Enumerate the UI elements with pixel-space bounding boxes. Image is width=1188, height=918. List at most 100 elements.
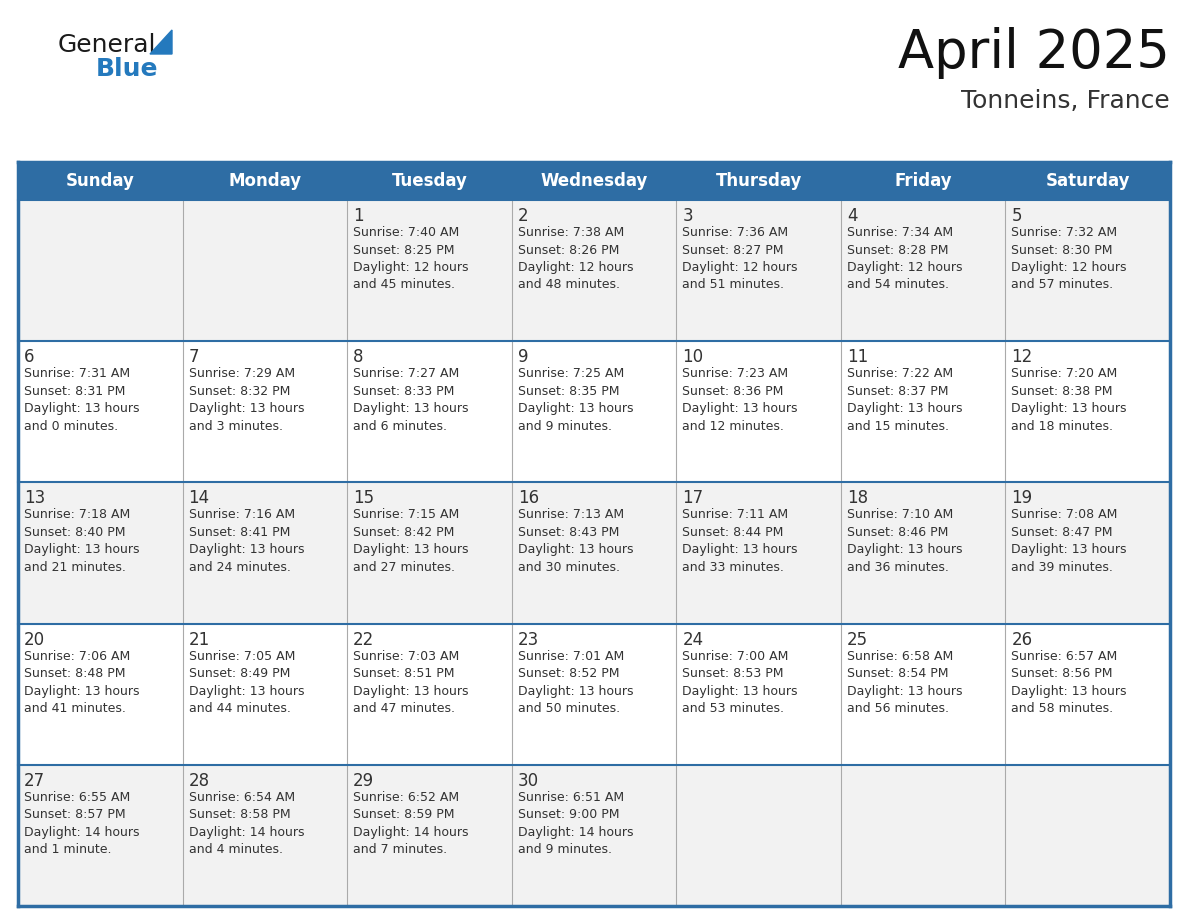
Text: Sunrise: 6:57 AM
Sunset: 8:56 PM
Daylight: 13 hours
and 58 minutes.: Sunrise: 6:57 AM Sunset: 8:56 PM Dayligh… <box>1011 650 1127 715</box>
Text: Sunrise: 7:16 AM
Sunset: 8:41 PM
Daylight: 13 hours
and 24 minutes.: Sunrise: 7:16 AM Sunset: 8:41 PM Dayligh… <box>189 509 304 574</box>
Text: Saturday: Saturday <box>1045 172 1130 190</box>
Text: Sunrise: 7:40 AM
Sunset: 8:25 PM
Daylight: 12 hours
and 45 minutes.: Sunrise: 7:40 AM Sunset: 8:25 PM Dayligh… <box>353 226 468 292</box>
Text: Thursday: Thursday <box>715 172 802 190</box>
Text: 26: 26 <box>1011 631 1032 649</box>
Text: Sunrise: 7:31 AM
Sunset: 8:31 PM
Daylight: 13 hours
and 0 minutes.: Sunrise: 7:31 AM Sunset: 8:31 PM Dayligh… <box>24 367 139 432</box>
Text: 8: 8 <box>353 348 364 366</box>
Bar <box>1005 482 1170 623</box>
Text: Sunrise: 7:29 AM
Sunset: 8:32 PM
Daylight: 13 hours
and 3 minutes.: Sunrise: 7:29 AM Sunset: 8:32 PM Dayligh… <box>189 367 304 432</box>
Bar <box>18 765 183 906</box>
Text: 19: 19 <box>1011 489 1032 508</box>
Text: Sunrise: 6:58 AM
Sunset: 8:54 PM
Daylight: 13 hours
and 56 minutes.: Sunrise: 6:58 AM Sunset: 8:54 PM Dayligh… <box>847 650 962 715</box>
Bar <box>18 200 183 341</box>
Bar <box>512 200 676 341</box>
Bar <box>183 200 347 341</box>
Text: Sunrise: 7:25 AM
Sunset: 8:35 PM
Daylight: 13 hours
and 9 minutes.: Sunrise: 7:25 AM Sunset: 8:35 PM Dayligh… <box>518 367 633 432</box>
Text: Sunrise: 7:27 AM
Sunset: 8:33 PM
Daylight: 13 hours
and 6 minutes.: Sunrise: 7:27 AM Sunset: 8:33 PM Dayligh… <box>353 367 468 432</box>
Bar <box>347 162 512 200</box>
Text: 18: 18 <box>847 489 868 508</box>
Bar <box>841 765 1005 906</box>
Text: 12: 12 <box>1011 348 1032 366</box>
Text: 13: 13 <box>24 489 45 508</box>
Text: Sunrise: 7:00 AM
Sunset: 8:53 PM
Daylight: 13 hours
and 53 minutes.: Sunrise: 7:00 AM Sunset: 8:53 PM Dayligh… <box>682 650 798 715</box>
Text: 10: 10 <box>682 348 703 366</box>
Bar <box>1005 765 1170 906</box>
Bar <box>841 341 1005 482</box>
Bar <box>347 765 512 906</box>
Bar <box>676 765 841 906</box>
Bar <box>18 623 183 765</box>
Text: 23: 23 <box>518 631 539 649</box>
Bar <box>18 341 183 482</box>
Text: 4: 4 <box>847 207 858 225</box>
Text: General: General <box>58 33 157 57</box>
Text: Sunrise: 7:38 AM
Sunset: 8:26 PM
Daylight: 12 hours
and 48 minutes.: Sunrise: 7:38 AM Sunset: 8:26 PM Dayligh… <box>518 226 633 292</box>
Text: 20: 20 <box>24 631 45 649</box>
Text: Sunrise: 7:36 AM
Sunset: 8:27 PM
Daylight: 12 hours
and 51 minutes.: Sunrise: 7:36 AM Sunset: 8:27 PM Dayligh… <box>682 226 798 292</box>
Text: 1: 1 <box>353 207 364 225</box>
Bar <box>18 162 183 200</box>
Text: Sunrise: 7:06 AM
Sunset: 8:48 PM
Daylight: 13 hours
and 41 minutes.: Sunrise: 7:06 AM Sunset: 8:48 PM Dayligh… <box>24 650 139 715</box>
Text: 17: 17 <box>682 489 703 508</box>
Text: 7: 7 <box>189 348 200 366</box>
Text: Sunrise: 7:05 AM
Sunset: 8:49 PM
Daylight: 13 hours
and 44 minutes.: Sunrise: 7:05 AM Sunset: 8:49 PM Dayligh… <box>189 650 304 715</box>
Bar <box>1005 200 1170 341</box>
Text: 25: 25 <box>847 631 868 649</box>
Text: Wednesday: Wednesday <box>541 172 647 190</box>
Text: 22: 22 <box>353 631 374 649</box>
Text: Sunrise: 7:08 AM
Sunset: 8:47 PM
Daylight: 13 hours
and 39 minutes.: Sunrise: 7:08 AM Sunset: 8:47 PM Dayligh… <box>1011 509 1127 574</box>
Bar <box>183 341 347 482</box>
Text: Sunrise: 6:51 AM
Sunset: 9:00 PM
Daylight: 14 hours
and 9 minutes.: Sunrise: 6:51 AM Sunset: 9:00 PM Dayligh… <box>518 790 633 856</box>
Text: Sunrise: 6:55 AM
Sunset: 8:57 PM
Daylight: 14 hours
and 1 minute.: Sunrise: 6:55 AM Sunset: 8:57 PM Dayligh… <box>24 790 139 856</box>
Bar <box>18 482 183 623</box>
Text: 28: 28 <box>189 772 210 789</box>
Text: Sunrise: 6:52 AM
Sunset: 8:59 PM
Daylight: 14 hours
and 7 minutes.: Sunrise: 6:52 AM Sunset: 8:59 PM Dayligh… <box>353 790 468 856</box>
Bar <box>347 200 512 341</box>
Bar <box>512 162 676 200</box>
Text: Sunday: Sunday <box>65 172 134 190</box>
Bar <box>512 341 676 482</box>
Text: Sunrise: 6:54 AM
Sunset: 8:58 PM
Daylight: 14 hours
and 4 minutes.: Sunrise: 6:54 AM Sunset: 8:58 PM Dayligh… <box>189 790 304 856</box>
Bar <box>1005 623 1170 765</box>
Bar <box>676 623 841 765</box>
Text: Sunrise: 7:10 AM
Sunset: 8:46 PM
Daylight: 13 hours
and 36 minutes.: Sunrise: 7:10 AM Sunset: 8:46 PM Dayligh… <box>847 509 962 574</box>
Bar <box>1005 162 1170 200</box>
Text: Sunrise: 7:34 AM
Sunset: 8:28 PM
Daylight: 12 hours
and 54 minutes.: Sunrise: 7:34 AM Sunset: 8:28 PM Dayligh… <box>847 226 962 292</box>
Text: Sunrise: 7:01 AM
Sunset: 8:52 PM
Daylight: 13 hours
and 50 minutes.: Sunrise: 7:01 AM Sunset: 8:52 PM Dayligh… <box>518 650 633 715</box>
Text: Sunrise: 7:22 AM
Sunset: 8:37 PM
Daylight: 13 hours
and 15 minutes.: Sunrise: 7:22 AM Sunset: 8:37 PM Dayligh… <box>847 367 962 432</box>
Bar <box>841 482 1005 623</box>
Text: 16: 16 <box>518 489 539 508</box>
Text: 2: 2 <box>518 207 529 225</box>
Text: Sunrise: 7:20 AM
Sunset: 8:38 PM
Daylight: 13 hours
and 18 minutes.: Sunrise: 7:20 AM Sunset: 8:38 PM Dayligh… <box>1011 367 1127 432</box>
Polygon shape <box>150 30 172 54</box>
Text: 11: 11 <box>847 348 868 366</box>
Bar <box>183 482 347 623</box>
Text: 3: 3 <box>682 207 693 225</box>
Bar <box>841 162 1005 200</box>
Text: 21: 21 <box>189 631 210 649</box>
Text: 6: 6 <box>24 348 34 366</box>
Text: 29: 29 <box>353 772 374 789</box>
Text: Sunrise: 7:32 AM
Sunset: 8:30 PM
Daylight: 12 hours
and 57 minutes.: Sunrise: 7:32 AM Sunset: 8:30 PM Dayligh… <box>1011 226 1127 292</box>
Text: April 2025: April 2025 <box>898 27 1170 79</box>
Text: 30: 30 <box>518 772 539 789</box>
Bar <box>512 765 676 906</box>
Text: Monday: Monday <box>228 172 302 190</box>
Text: Friday: Friday <box>895 172 952 190</box>
Text: Blue: Blue <box>96 57 158 81</box>
Text: 15: 15 <box>353 489 374 508</box>
Text: 14: 14 <box>189 489 210 508</box>
Text: Sunrise: 7:11 AM
Sunset: 8:44 PM
Daylight: 13 hours
and 33 minutes.: Sunrise: 7:11 AM Sunset: 8:44 PM Dayligh… <box>682 509 798 574</box>
Bar <box>676 200 841 341</box>
Text: Tuesday: Tuesday <box>392 172 467 190</box>
Bar <box>512 482 676 623</box>
Text: Sunrise: 7:03 AM
Sunset: 8:51 PM
Daylight: 13 hours
and 47 minutes.: Sunrise: 7:03 AM Sunset: 8:51 PM Dayligh… <box>353 650 468 715</box>
Bar <box>1005 341 1170 482</box>
Text: Sunrise: 7:18 AM
Sunset: 8:40 PM
Daylight: 13 hours
and 21 minutes.: Sunrise: 7:18 AM Sunset: 8:40 PM Dayligh… <box>24 509 139 574</box>
Bar <box>676 341 841 482</box>
Bar <box>183 623 347 765</box>
Bar <box>183 765 347 906</box>
Bar <box>347 482 512 623</box>
Bar <box>841 623 1005 765</box>
Bar <box>676 162 841 200</box>
